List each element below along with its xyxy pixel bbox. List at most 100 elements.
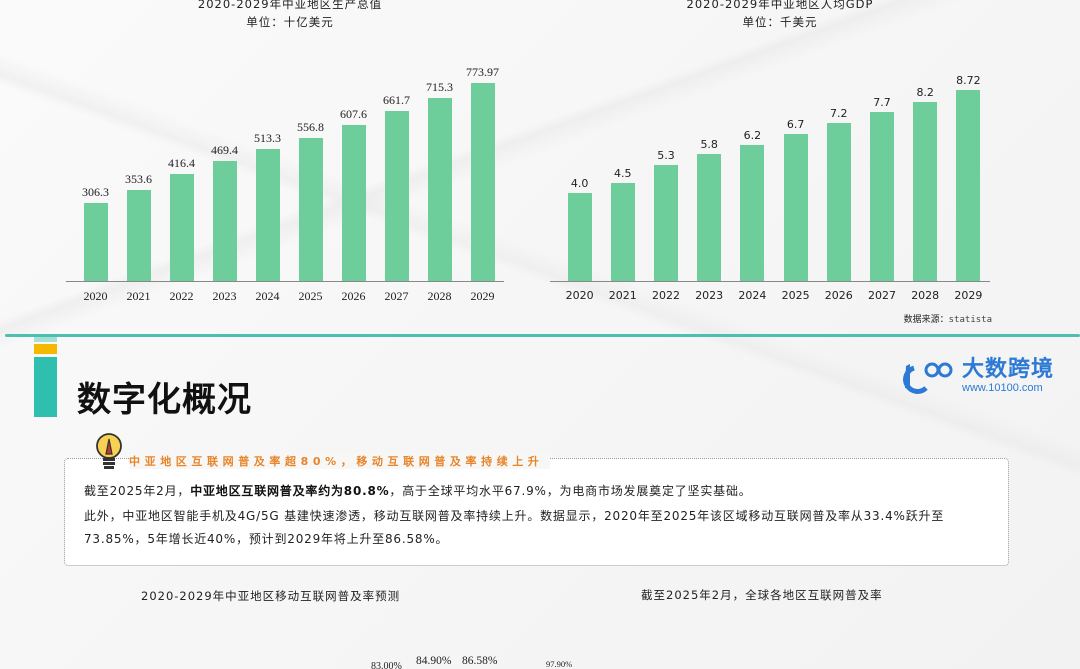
bar-rect: [740, 145, 765, 281]
x-tick-label: 2022: [169, 289, 194, 303]
bar-value-label: 8.72: [956, 74, 981, 88]
bar-2021: 4.5: [610, 84, 635, 281]
bar-value-label: 4.5: [614, 166, 632, 180]
x-tick-label: 2025: [781, 289, 810, 302]
bar-rect: [956, 90, 981, 281]
bar-rect: [783, 134, 808, 281]
bar-value-label: 7.2: [830, 107, 848, 121]
line-1-text: 截至2025年2月，: [84, 484, 191, 498]
x-tick-label: 2026: [824, 289, 853, 302]
bar-2024: 6.2: [740, 84, 765, 281]
data-source-label: 数据来源：: [903, 315, 949, 325]
x-tick-label: 2024: [738, 289, 767, 302]
x-tick-label: 2027: [868, 289, 896, 302]
gdp-per-capita-chart-unit: 单位：千美元: [742, 15, 818, 29]
bar-value-label: 5.3: [657, 149, 675, 162]
bar-rect: [169, 174, 194, 281]
accent-bar-yellow: [34, 344, 57, 354]
accent-bar-teal: [34, 357, 57, 417]
bar-value-label: 513.3: [254, 131, 281, 146]
bar-value-label: 8.2: [916, 85, 934, 99]
bar-rect: [384, 111, 409, 281]
x-axis-line: [550, 281, 990, 282]
highlight-line-3: 73.85%，5年增长近40%，预计到2029年将上升至86.58%。: [84, 530, 448, 547]
highlight-headline: 中亚地区互联网普及率超80%，移动互联网普及率持续上升: [129, 453, 550, 469]
lightbulb-pencil-icon: [95, 432, 123, 472]
bar-2026: 7.2: [826, 84, 851, 281]
bar-value-label: 607.6: [340, 107, 367, 122]
line-3-text: 73.85%，5年增长近40%，预计到2029年将上升至86.58%。: [84, 532, 449, 546]
global-pct-label-top: 97.90%: [546, 659, 573, 669]
data-source-note: 数据来源：statista: [904, 312, 992, 325]
gdp-chart: 2020-2029年中亚地区生产总值 单位：十亿美元 306.3 353.6 416…: [60, 0, 520, 310]
x-tick-label: 2029: [470, 289, 495, 303]
bar-rect: [654, 165, 678, 281]
bar-2023: 469.4: [211, 76, 238, 281]
bar-2027: 661.7: [383, 76, 410, 281]
bar-rect: [567, 193, 592, 281]
bar-value-label: 661.7: [383, 93, 410, 108]
bar-rect: [126, 190, 151, 281]
mobile-internet-chart-title: 2020-2029年中亚地区移动互联网普及率预测: [141, 589, 401, 603]
bar-2026: 607.6: [340, 76, 367, 281]
mobile-pct-label-2029: 86.58%: [462, 655, 498, 667]
line-1-tail-text: ，高于全球平均水平67.9%，为电商市场发展奠定了坚实基础。: [389, 484, 752, 498]
x-tick-label: 2026: [341, 289, 366, 303]
bar-value-label: 353.6: [125, 172, 152, 187]
brand-logo[interactable]: 大数跨境 www.10100.com: [900, 358, 1054, 394]
logo-name: 大数跨境: [962, 357, 1055, 382]
highlight-line-2: 此外，中亚地区智能手机及4G/5G 基建快速渗透，移动互联网普及率持续上升。数据…: [84, 507, 944, 524]
x-tick-label: 2029: [954, 289, 983, 302]
bar-rect: [341, 125, 366, 281]
bar-2028: 8.2: [913, 84, 938, 281]
bar-2028: 715.3: [426, 76, 453, 281]
mobile-pct-label-2027: 83.00%: [371, 661, 402, 669]
bar-rect: [913, 101, 938, 281]
bar-rect: [255, 149, 280, 281]
section-divider: [5, 334, 1080, 337]
x-tick-label: 2024: [255, 289, 280, 303]
x-tick-label: 2023: [695, 289, 724, 302]
bar-rect: [870, 112, 894, 281]
gdp-chart-title: 2020-2029年中亚地区生产总值: [197, 0, 383, 11]
bar-value-label: 306.3: [82, 184, 109, 199]
gdp-per-capita-plot-area: 4.0 4.5 5.3 5.8 6.2 6.7 7.2 7.7 8.2 8.72: [558, 74, 990, 281]
bar-value-label: 773.97: [466, 64, 499, 79]
x-tick-label: 2020: [83, 289, 108, 303]
bar-rect: [697, 154, 722, 281]
bar-2025: 6.7: [783, 84, 808, 281]
x-axis-line: [66, 281, 504, 282]
x-tick-label: 2021: [608, 289, 637, 302]
bar-2029: 8.72: [956, 74, 981, 281]
bar-2029: 773.97: [466, 65, 499, 281]
bar-2021: 353.6: [125, 76, 152, 281]
x-tick-label: 2022: [652, 289, 680, 302]
mobile-pct-label-2028: 84.90%: [416, 655, 452, 667]
bar-rect: [83, 202, 108, 281]
line-2-text: 此外，中亚地区智能手机及4G/5G 基建快速渗透，移动互联网普及率持续上升。数据…: [84, 509, 945, 523]
x-tick-label: 2021: [126, 289, 151, 303]
bar-value-label: 6.7: [786, 118, 805, 132]
section-accent-bars: [34, 337, 57, 417]
line-1-bold-text: 中亚地区互联网普及率约为80.8%: [190, 484, 390, 498]
x-tick-label: 2023: [212, 289, 237, 303]
bar-2025: 556.8: [297, 76, 324, 281]
highlight-headline-row: 中亚地区互联网普及率超80%，移动互联网普及率持续上升: [95, 432, 550, 472]
bar-rect: [610, 182, 635, 281]
gdp-plot-area: 306.3 353.6 416.4 469.4 513.3 556.8 607.6 661.7…: [74, 65, 504, 281]
logo-url: www.10100.com: [962, 382, 1043, 394]
bar-value-label: 6.2: [743, 129, 762, 143]
bar-rect: [427, 97, 452, 281]
bar-rect: [212, 160, 237, 281]
bar-2020: 306.3: [82, 76, 109, 281]
bar-value-label: 4.0: [570, 177, 589, 191]
x-tick-label: 2028: [427, 289, 452, 303]
bar-2020: 4.0: [567, 84, 592, 281]
section-title: 数字化概况: [77, 380, 252, 420]
data-source-value: statista: [948, 315, 992, 325]
bar-2022: 5.3: [654, 84, 678, 281]
x-tick-label: 2025: [298, 289, 323, 303]
x-tick-label: 2027: [384, 289, 409, 303]
bar-2027: 7.7: [870, 84, 894, 281]
bar-rect: [470, 82, 495, 281]
